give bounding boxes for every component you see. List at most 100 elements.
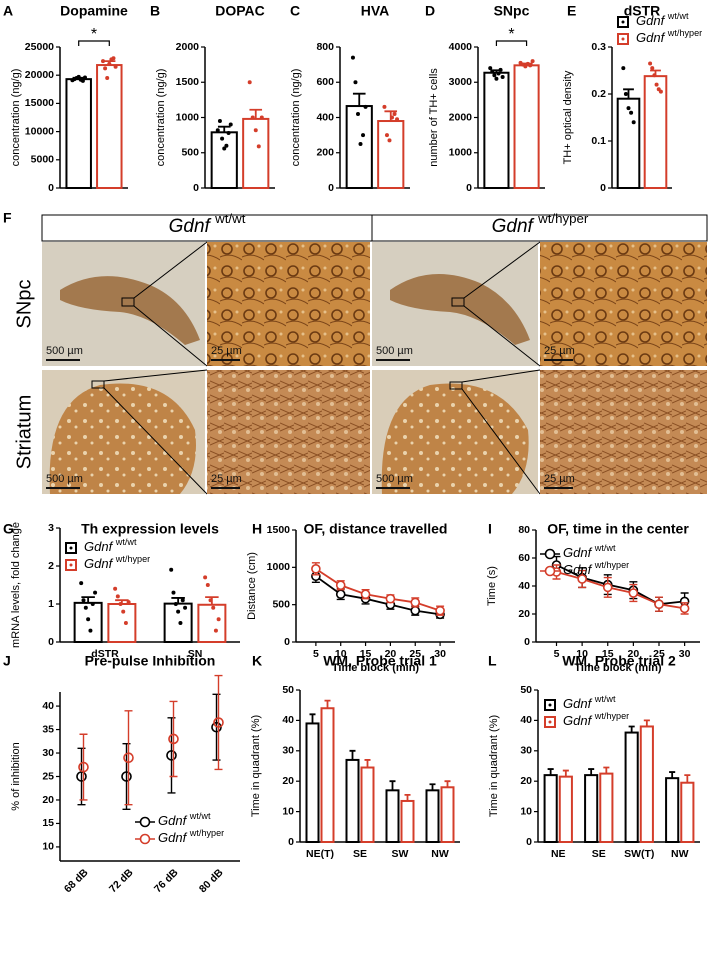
data-point (113, 64, 118, 69)
y-tick-label: 200 (316, 147, 334, 159)
x-tick-label: 20 (385, 648, 397, 660)
y-axis-label: Time (s) (486, 566, 498, 606)
chart-j: J Pre-pulse Inhibition % of inhibition 10 15… (3, 653, 240, 895)
zoom-line (133, 305, 208, 367)
data-point (107, 61, 112, 66)
data-point (226, 131, 231, 136)
bar (210, 131, 238, 189)
data-point (121, 609, 126, 614)
data-point (528, 63, 533, 68)
legend-label: Gdnf wt/wt (563, 694, 616, 711)
y-tick-label: 2000 (176, 41, 200, 53)
genotype: wt/hyper (537, 211, 589, 226)
data-point (126, 600, 131, 605)
chart-title: WM, Probe trial 2 (562, 653, 676, 669)
bar (96, 64, 123, 189)
data-point (387, 138, 392, 143)
point (166, 750, 177, 761)
tissue (49, 383, 197, 494)
y-axis-label: concentration (ng/g) (290, 69, 302, 167)
x-tick-label: SW(T) (624, 848, 654, 860)
x-tick-label: NE (551, 848, 566, 860)
error-bar (603, 766, 610, 774)
data-point (361, 133, 366, 138)
row-label: SNpc (13, 280, 35, 329)
significance-label: * (508, 26, 514, 43)
scale-label: 500 µm (46, 345, 83, 357)
y-tick-label: 20 (42, 794, 54, 806)
gene-name: Gdnf (636, 30, 668, 45)
error-bar (77, 747, 86, 806)
bar (360, 766, 375, 844)
point (410, 597, 421, 608)
y-tick-label: 80 (518, 524, 530, 536)
data-point (93, 590, 98, 595)
data-point (205, 583, 210, 587)
zoom-box (451, 297, 465, 307)
significance-bracket (495, 40, 528, 46)
data-point (222, 146, 227, 151)
row-label: Striatum (13, 395, 35, 469)
x-tick-label: dSTR (91, 648, 119, 660)
data-point (384, 133, 389, 138)
y-tick-label: 25000 (25, 41, 54, 53)
x-tick-label: 20 (628, 648, 640, 660)
error-bar (349, 749, 356, 760)
bar (639, 725, 654, 843)
data-point (86, 617, 91, 622)
y-axis-label: Time in quadrant (%) (488, 715, 500, 817)
bar (616, 97, 641, 189)
x-tick-label: 76 dB (152, 866, 181, 895)
data-point (500, 74, 505, 79)
point (385, 593, 396, 604)
x-tick-label: SN (188, 648, 203, 660)
data-point (88, 628, 93, 633)
y-tick-label: 35 (42, 723, 54, 735)
bar (513, 64, 540, 189)
y-tick-label: 0.1 (591, 135, 606, 147)
bar (665, 777, 680, 843)
x-tick-label: 30 (434, 648, 446, 660)
point (602, 582, 613, 593)
panel-letter: I (488, 521, 492, 537)
chart-d: D SNpc number of TH+ cells 0 1000 2000 3000 400… (425, 3, 545, 194)
y-axis-label: concentration (ng/g) (155, 69, 167, 167)
data-point (211, 605, 216, 610)
y-tick-label: 1000 (449, 147, 473, 159)
significance-label: * (91, 26, 97, 43)
error-bar (364, 759, 371, 768)
data-point (247, 80, 252, 85)
data-point (355, 111, 360, 116)
zoom-line (103, 387, 208, 495)
panel-letter: H (252, 521, 262, 537)
data-point (623, 92, 628, 96)
data-point (217, 119, 222, 124)
data-point (650, 66, 655, 71)
y-tick-label: 1000 (267, 561, 291, 573)
micrograph (207, 370, 370, 494)
data-point (395, 117, 400, 122)
y-tick-label: 2 (48, 560, 54, 572)
error-bar (214, 674, 223, 771)
y-tick-label: 40 (282, 714, 294, 726)
gene-name: Gdnf (169, 216, 215, 237)
gene-name: Gdnf (492, 216, 538, 237)
column-header: Gdnf wt/hyper (492, 211, 589, 237)
data-point (171, 590, 176, 595)
y-tick-label: 0.2 (591, 88, 606, 100)
y-tick-label: 50 (282, 684, 294, 696)
y-tick-label: 5000 (31, 154, 55, 166)
error-bar (124, 710, 133, 806)
data-point (652, 73, 657, 78)
zoom-box (91, 380, 105, 389)
genotype: wt/wt (115, 537, 137, 547)
gene-name: Gdnf (158, 830, 190, 845)
y-tick-label: 800 (316, 41, 334, 53)
y-tick-label: 40 (42, 700, 54, 712)
data-point (83, 605, 88, 610)
error-bar (81, 596, 95, 603)
panel-letter: G (3, 521, 14, 537)
y-axis-label: % of inhibition (10, 742, 22, 811)
data-point (180, 598, 185, 603)
